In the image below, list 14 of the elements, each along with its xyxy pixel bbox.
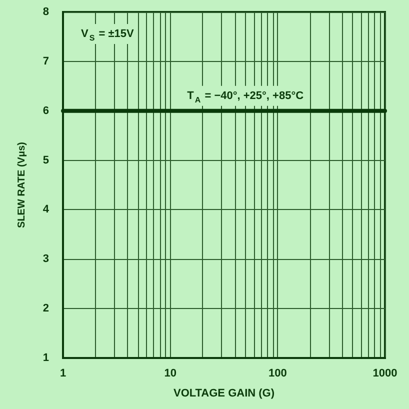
y-tick-label: 7 bbox=[42, 55, 49, 68]
x-tick-label: 1000 bbox=[372, 368, 398, 380]
y-tick-label: 8 bbox=[42, 6, 49, 18]
x-tick-label: 1 bbox=[60, 368, 66, 380]
x-tick-label: 100 bbox=[268, 368, 287, 380]
y-tick-label: 2 bbox=[42, 302, 49, 315]
y-tick-label: 6 bbox=[42, 104, 49, 117]
x-axis-title: VOLTAGE GAIN (G) bbox=[173, 388, 275, 400]
y-tick-label: 5 bbox=[42, 154, 49, 166]
y-axis-title: SLEW RATE (Vμs) bbox=[16, 142, 28, 228]
x-tick-label: 10 bbox=[164, 368, 176, 380]
y-tick-label: 1 bbox=[42, 352, 49, 364]
y-tick-label: 4 bbox=[42, 204, 50, 216]
y-tick-label: 3 bbox=[42, 253, 49, 266]
